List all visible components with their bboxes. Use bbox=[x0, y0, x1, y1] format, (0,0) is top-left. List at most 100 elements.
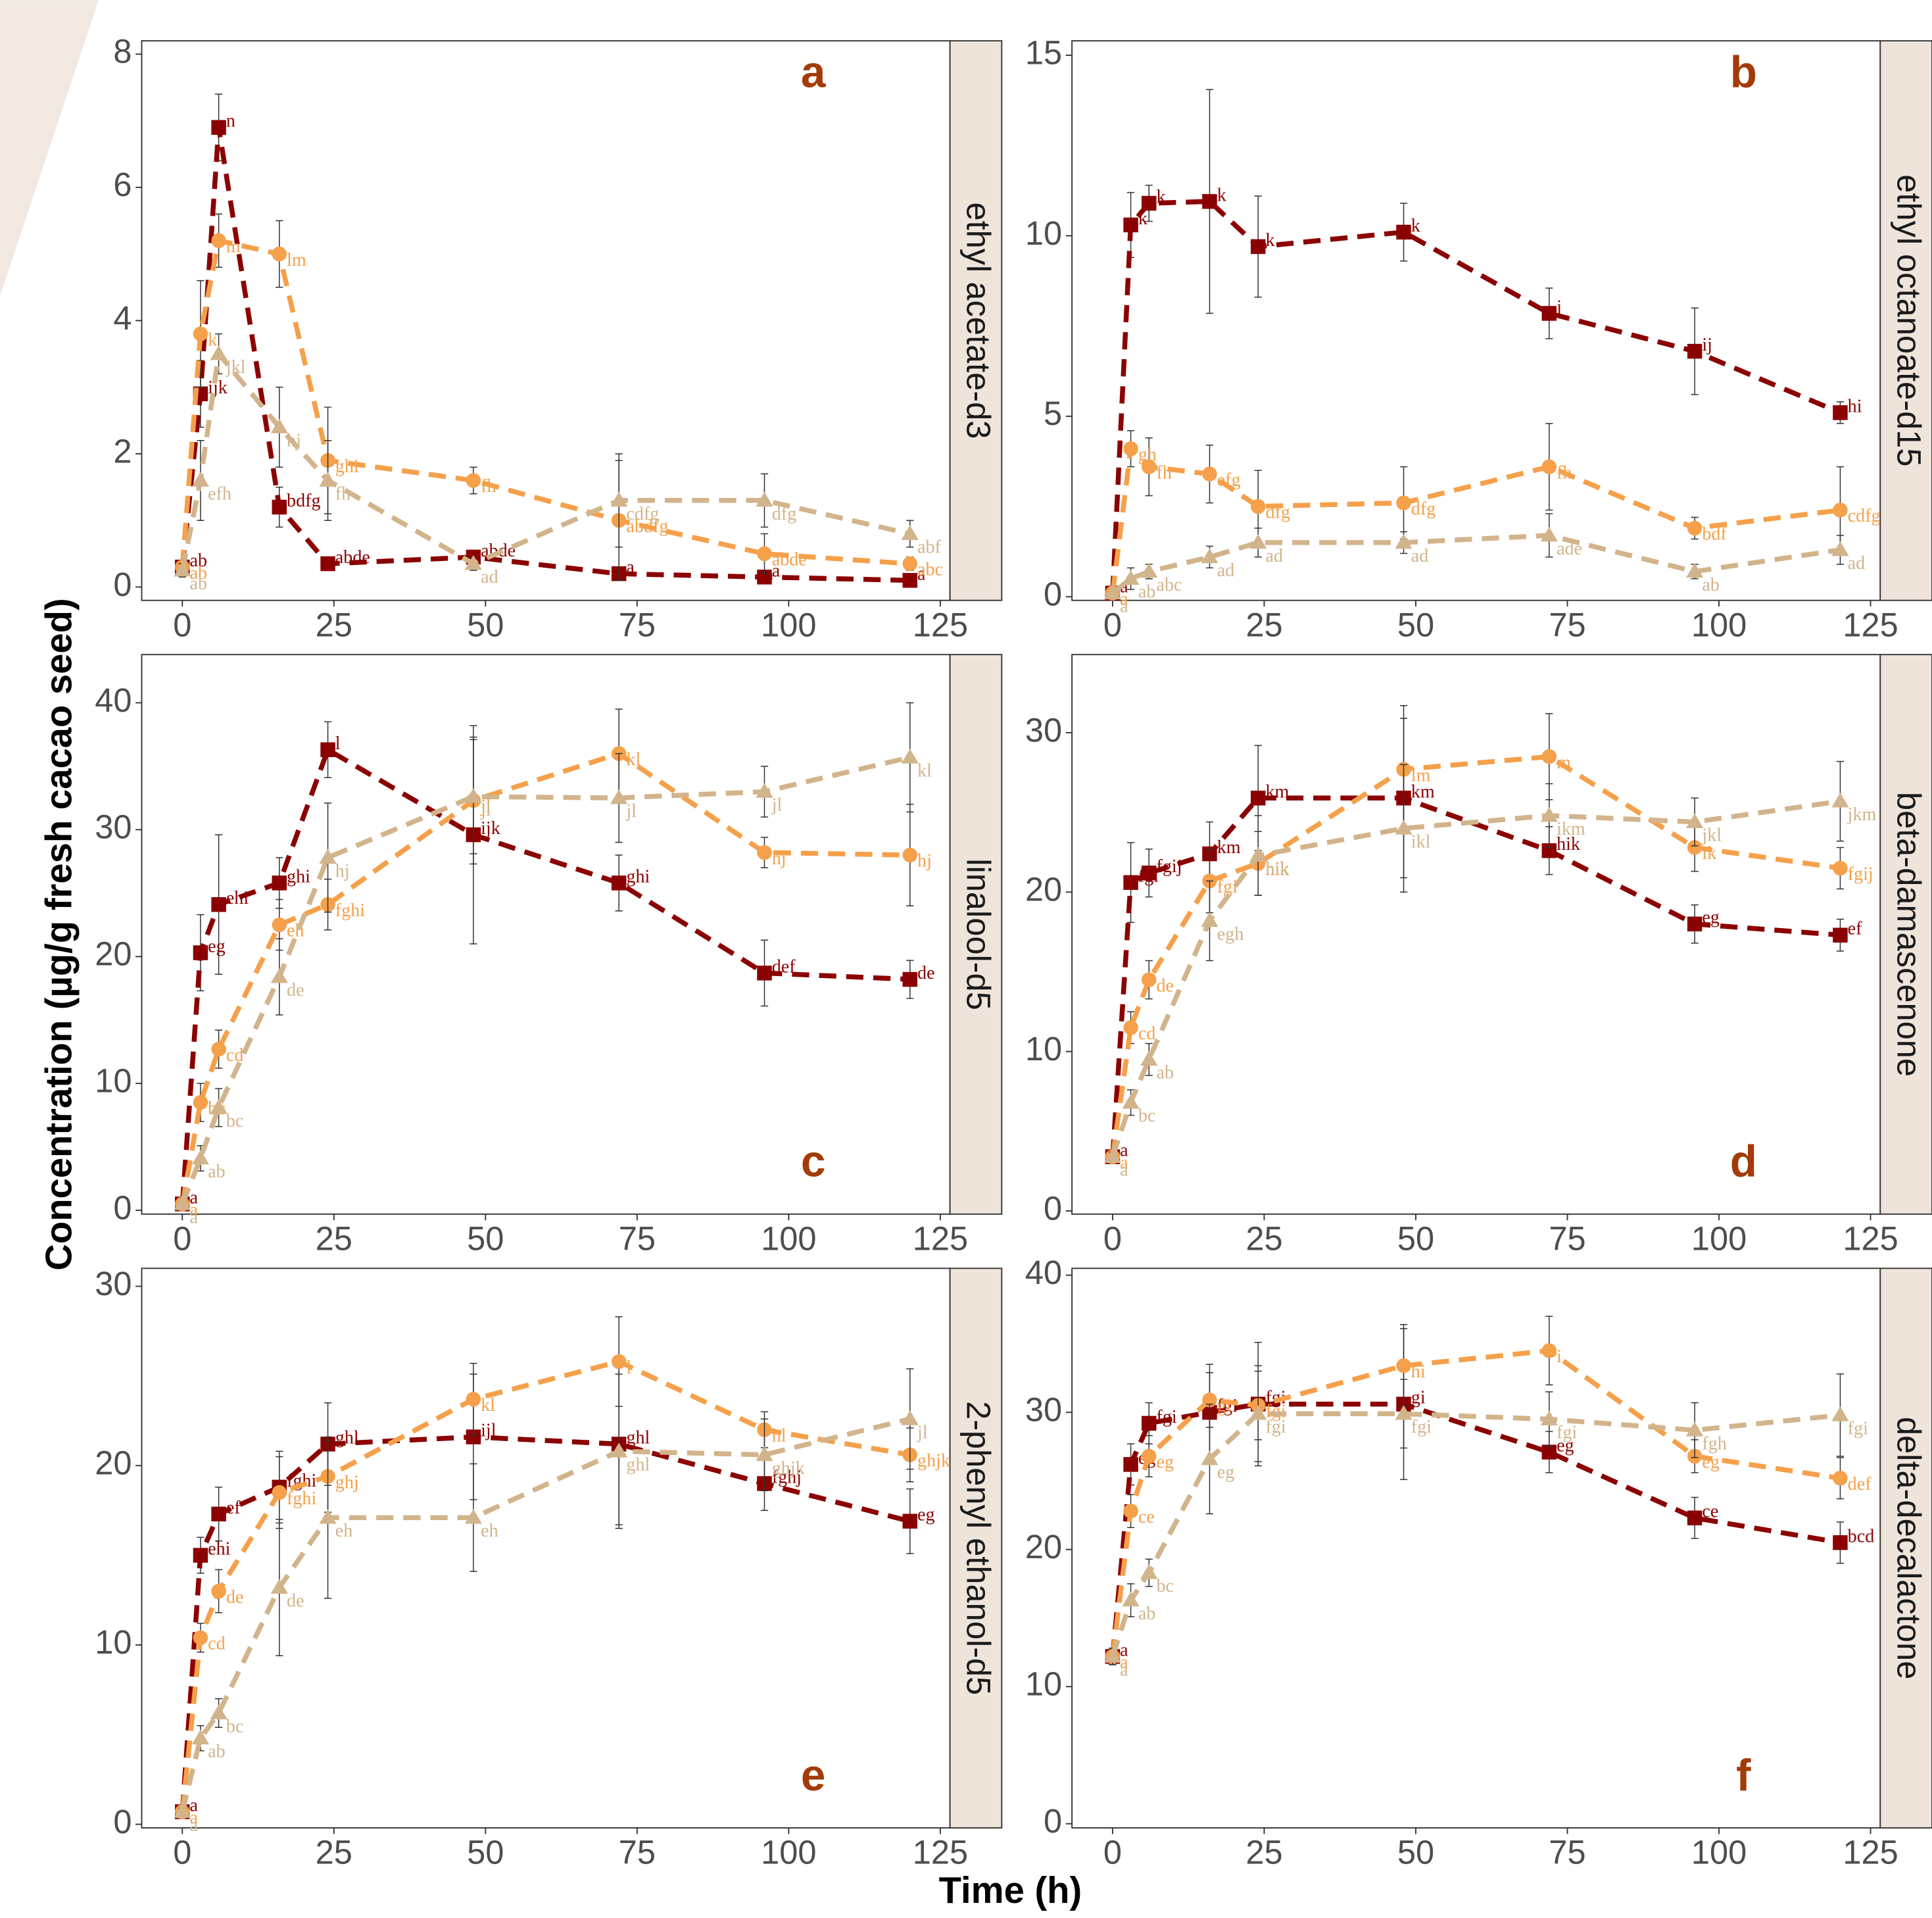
x-tick-label: 100 bbox=[1691, 606, 1747, 643]
panel-letter: c bbox=[801, 1137, 826, 1187]
significance-letter: bc bbox=[1138, 1106, 1156, 1126]
marker bbox=[1142, 459, 1156, 474]
significance-letter: fghi bbox=[335, 900, 365, 921]
plot-area bbox=[1072, 1268, 1880, 1828]
marker bbox=[1123, 1457, 1138, 1471]
y-tick-label: 20 bbox=[95, 1444, 132, 1482]
significance-letter: ab bbox=[208, 1162, 226, 1182]
y-tick-label: 20 bbox=[95, 935, 132, 973]
x-tick-label: 0 bbox=[173, 1219, 191, 1257]
x-tick-label: 25 bbox=[316, 1219, 352, 1257]
significance-letter: abde bbox=[335, 547, 370, 568]
significance-letter: ghl bbox=[335, 1427, 359, 1448]
significance-letter: eg bbox=[917, 1505, 935, 1525]
x-tick-label: 0 bbox=[1103, 606, 1122, 643]
significance-letter: fgi bbox=[1557, 1423, 1577, 1443]
significance-letter: ijk bbox=[481, 818, 501, 839]
marker bbox=[272, 1485, 287, 1500]
marker bbox=[466, 1392, 481, 1406]
significance-letter: a bbox=[1120, 1160, 1128, 1181]
marker bbox=[903, 573, 917, 587]
significance-letter: l bbox=[335, 733, 341, 754]
significance-letter: jl bbox=[625, 801, 637, 822]
y-tick-label: 0 bbox=[1044, 1802, 1062, 1840]
significance-letter: a bbox=[1120, 597, 1128, 617]
significance-letter: abf bbox=[917, 537, 942, 557]
marker bbox=[1202, 194, 1217, 209]
marker bbox=[1833, 405, 1847, 420]
marker bbox=[903, 848, 917, 862]
marker bbox=[1123, 1504, 1138, 1518]
y-tick-label: 40 bbox=[95, 681, 132, 719]
significance-letter: cd bbox=[1138, 1023, 1156, 1044]
significance-letter: ghi bbox=[626, 866, 650, 887]
significance-letter: de bbox=[287, 980, 304, 1000]
y-tick-label: 8 bbox=[113, 33, 132, 70]
significance-letter: a bbox=[190, 1815, 199, 1835]
y-tick-label: 10 bbox=[95, 1062, 132, 1100]
marker bbox=[1687, 1511, 1702, 1525]
x-tick-label: 25 bbox=[316, 606, 352, 643]
significance-letter: bc bbox=[226, 1716, 244, 1736]
significance-letter: fgij bbox=[1848, 864, 1873, 885]
significance-letter: de bbox=[226, 1587, 244, 1608]
x-tick-label: 75 bbox=[1549, 606, 1585, 643]
significance-letter: dfg bbox=[1411, 499, 1436, 519]
marker bbox=[466, 473, 481, 487]
y-tick-label: 10 bbox=[1025, 1030, 1062, 1068]
plot-area bbox=[1072, 41, 1880, 601]
x-tick-label: 100 bbox=[1691, 1219, 1747, 1257]
x-tick-label: 75 bbox=[1549, 1834, 1585, 1871]
significance-letter: ad bbox=[1265, 546, 1283, 566]
plot-area bbox=[141, 1268, 950, 1828]
marker bbox=[1687, 521, 1702, 535]
significance-letter: lm bbox=[287, 250, 306, 270]
significance-letter: ikm bbox=[1557, 819, 1585, 839]
x-tick-label: 100 bbox=[761, 1219, 816, 1257]
x-tick-label: 25 bbox=[316, 1834, 352, 1871]
y-tick-label: 10 bbox=[1025, 1665, 1062, 1703]
significance-letter: efh bbox=[208, 483, 231, 504]
x-tick-label: 0 bbox=[173, 606, 191, 643]
marker bbox=[1396, 495, 1411, 510]
marker bbox=[1833, 1535, 1847, 1550]
marker bbox=[1833, 1471, 1847, 1485]
marker bbox=[1251, 239, 1265, 254]
x-tick-label: 125 bbox=[913, 606, 968, 643]
significance-letter: ghjk bbox=[917, 1451, 951, 1471]
significance-letter: ade bbox=[1557, 539, 1582, 559]
significance-letter: eg bbox=[208, 936, 226, 956]
marker bbox=[612, 875, 626, 890]
significance-letter: ab bbox=[1156, 1063, 1174, 1083]
marker bbox=[1542, 306, 1557, 320]
marker bbox=[193, 1631, 208, 1645]
strip-label: linalool-d5 bbox=[960, 858, 998, 1010]
significance-letter: jl bbox=[917, 1422, 928, 1442]
significance-letter: ab bbox=[208, 1742, 226, 1762]
marker bbox=[211, 1584, 226, 1598]
plot-area bbox=[1072, 654, 1880, 1214]
x-tick-label: 0 bbox=[173, 1834, 191, 1871]
marker bbox=[272, 875, 287, 890]
significance-letter: ghi bbox=[335, 456, 359, 477]
marker bbox=[612, 1354, 626, 1369]
significance-letter: hl bbox=[772, 1425, 786, 1446]
x-tick-label: 100 bbox=[761, 606, 816, 643]
marker bbox=[1142, 196, 1156, 210]
x-tick-label: 75 bbox=[619, 1219, 656, 1257]
significance-letter: fh bbox=[1557, 462, 1572, 483]
marker bbox=[1833, 503, 1847, 517]
x-tick-label: 50 bbox=[467, 606, 504, 643]
significance-letter: km bbox=[1265, 781, 1289, 802]
significance-letter: ab bbox=[1702, 575, 1720, 595]
significance-letter: ad bbox=[1411, 546, 1429, 566]
x-tick-label: 125 bbox=[1843, 1834, 1898, 1871]
significance-letter: a bbox=[190, 1207, 199, 1227]
x-tick-label: 125 bbox=[1843, 606, 1898, 643]
marker bbox=[1542, 1343, 1557, 1358]
significance-letter: fghi bbox=[287, 1488, 316, 1509]
significance-letter: ij bbox=[1702, 335, 1712, 355]
marker bbox=[193, 326, 208, 341]
